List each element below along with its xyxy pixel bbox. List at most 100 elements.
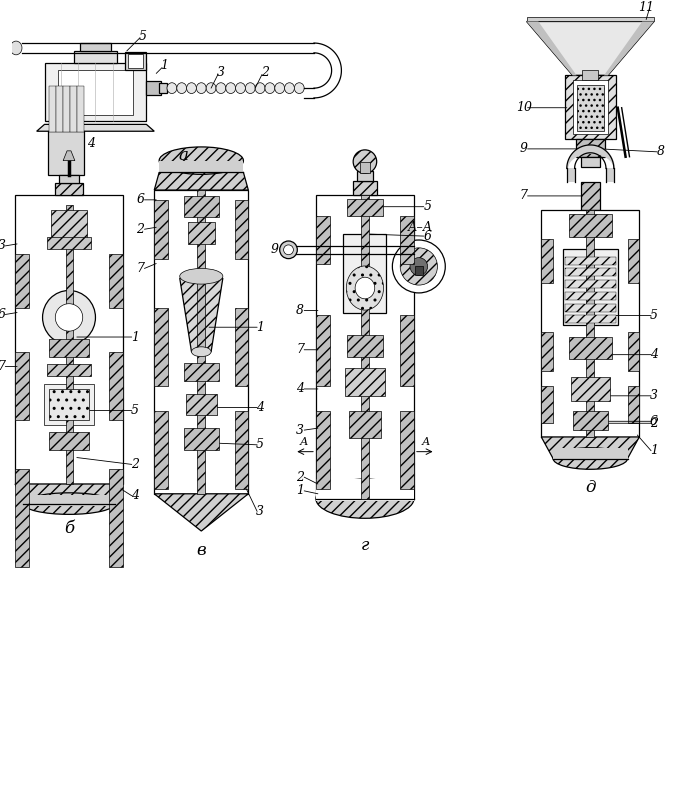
Polygon shape [526, 22, 576, 76]
Text: 4: 4 [131, 489, 139, 502]
Bar [400, 411, 414, 489]
Bar [183, 196, 219, 217]
Text: 5: 5 [650, 309, 658, 322]
Text: 2: 2 [297, 471, 304, 484]
Bar [15, 352, 29, 420]
Circle shape [284, 245, 293, 254]
Polygon shape [180, 279, 223, 352]
Text: 9: 9 [271, 243, 279, 256]
Text: д: д [585, 480, 596, 497]
Bar [47, 365, 90, 376]
Text: 8: 8 [297, 304, 304, 317]
Ellipse shape [167, 83, 177, 93]
Bar [49, 339, 88, 357]
Bar [109, 352, 123, 420]
Bar [197, 190, 205, 493]
Ellipse shape [180, 268, 223, 284]
Bar [187, 222, 215, 244]
Bar [569, 213, 612, 237]
Text: 3: 3 [0, 239, 5, 253]
Bar [58, 69, 133, 114]
Bar [128, 54, 144, 68]
Text: 6: 6 [137, 193, 144, 206]
Text: 3: 3 [217, 66, 225, 79]
Ellipse shape [226, 83, 236, 93]
Bar [586, 209, 594, 437]
Ellipse shape [355, 277, 375, 299]
Ellipse shape [265, 83, 275, 93]
Circle shape [392, 240, 446, 293]
Ellipse shape [316, 479, 414, 518]
Text: в: в [197, 542, 206, 559]
Text: 1: 1 [131, 331, 139, 344]
Text: 11: 11 [638, 2, 654, 14]
Bar [565, 268, 616, 276]
Text: 5: 5 [131, 404, 139, 417]
Text: А: А [421, 437, 430, 447]
Bar [15, 195, 123, 484]
Bar [627, 239, 640, 283]
Bar [347, 335, 383, 357]
Ellipse shape [295, 83, 304, 93]
Bar [49, 432, 88, 450]
Bar [316, 316, 330, 386]
Bar [183, 364, 219, 381]
Bar [49, 131, 84, 175]
Text: 1: 1 [256, 320, 264, 334]
Ellipse shape [275, 83, 284, 93]
Ellipse shape [177, 83, 187, 93]
Text: 4: 4 [297, 382, 304, 395]
Text: 1: 1 [297, 485, 304, 497]
Bar [361, 195, 369, 499]
Ellipse shape [10, 41, 22, 55]
Polygon shape [36, 125, 154, 131]
Polygon shape [154, 172, 248, 190]
Ellipse shape [196, 83, 206, 93]
Bar [606, 168, 614, 182]
Bar [541, 209, 640, 437]
Text: 4: 4 [256, 401, 264, 414]
Text: г: г [361, 537, 369, 554]
Bar [526, 17, 654, 22]
Bar [316, 479, 414, 501]
Bar [154, 308, 168, 386]
Ellipse shape [23, 493, 115, 514]
Text: 7: 7 [0, 360, 5, 373]
Bar [567, 168, 575, 182]
Text: 7: 7 [520, 189, 528, 202]
Bar [109, 254, 123, 308]
Bar [316, 195, 414, 499]
Text: 2: 2 [131, 458, 139, 471]
Bar [316, 217, 330, 263]
Text: 4: 4 [650, 348, 658, 361]
Bar [353, 181, 377, 195]
Text: 3: 3 [650, 390, 658, 402]
Bar [23, 495, 115, 506]
Bar [400, 316, 414, 386]
Bar [56, 86, 63, 132]
Bar [44, 384, 94, 425]
Text: 7: 7 [137, 262, 144, 275]
Bar [565, 257, 616, 265]
Text: а: а [179, 147, 189, 164]
Text: 3: 3 [297, 423, 304, 436]
Bar [66, 204, 73, 484]
Bar [573, 411, 608, 430]
Bar [565, 280, 616, 288]
Bar [565, 303, 616, 312]
Text: 5: 5 [424, 200, 431, 213]
Bar [77, 86, 84, 132]
Circle shape [400, 248, 437, 285]
Text: 10: 10 [516, 101, 532, 114]
Bar [349, 411, 381, 438]
Text: 6: 6 [0, 308, 5, 321]
Bar [627, 332, 640, 371]
Text: 6: 6 [424, 229, 431, 242]
Polygon shape [63, 151, 75, 161]
Bar [580, 157, 600, 167]
Bar [55, 184, 83, 195]
Bar [63, 86, 70, 132]
Circle shape [410, 258, 427, 275]
Ellipse shape [255, 83, 265, 93]
Text: 7: 7 [297, 343, 304, 357]
